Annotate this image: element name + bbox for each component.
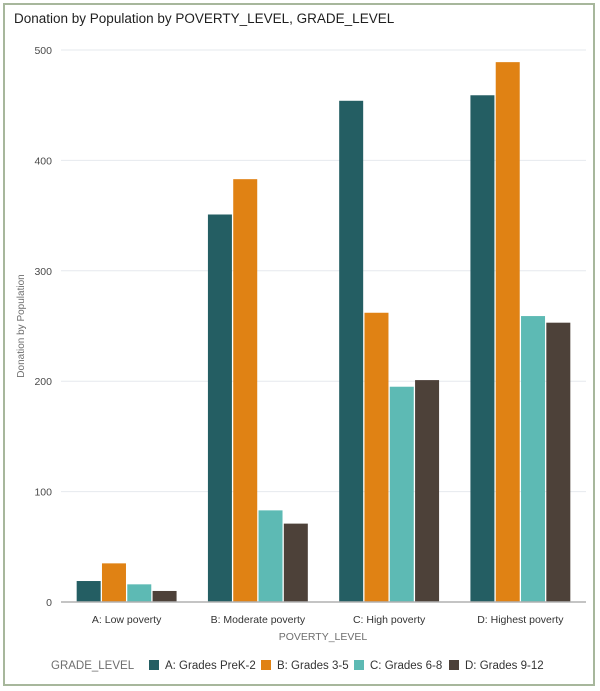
legend-label: B: Grades 3-5 <box>277 660 349 672</box>
bar[interactable] <box>389 386 414 602</box>
legend-item-3-5[interactable]: B: Grades 3-5 <box>261 660 349 672</box>
y-tick-label: 0 <box>46 597 52 609</box>
legend-item-prek-2[interactable]: A: Grades PreK-2 <box>149 660 256 672</box>
bar[interactable] <box>207 214 232 602</box>
legend-item-6-8[interactable]: C: Grades 6-8 <box>354 660 442 672</box>
bar[interactable] <box>546 322 571 602</box>
bar[interactable] <box>233 179 258 602</box>
y-tick-label: 100 <box>34 487 52 499</box>
bar[interactable] <box>152 590 177 602</box>
bars <box>76 62 571 603</box>
bar[interactable] <box>521 316 546 602</box>
legend-label: A: Grades PreK-2 <box>165 660 256 672</box>
legend: GRADE_LEVEL A: Grades PreK-2 B: Grades 3… <box>0 660 600 678</box>
legend-swatch <box>449 660 459 670</box>
bar[interactable] <box>415 380 440 602</box>
legend-swatch <box>149 660 159 670</box>
x-axis-label: POVERTY_LEVEL <box>279 631 368 643</box>
legend-title: GRADE_LEVEL <box>51 660 135 672</box>
legend-swatch <box>261 660 271 670</box>
legend-label: D: Grades 9-12 <box>465 660 544 672</box>
y-tick-label: 200 <box>34 376 52 388</box>
x-tick-label: A: Low poverty <box>92 614 162 626</box>
bar[interactable] <box>364 312 389 602</box>
y-axis-ticks: 0 100 200 300 400 500 <box>34 45 52 609</box>
legend-item-9-12[interactable]: D: Grades 9-12 <box>449 660 544 672</box>
y-axis-label: Donation by Population <box>16 274 27 377</box>
x-tick-label: C: High poverty <box>353 614 426 626</box>
legend-swatch <box>354 660 364 670</box>
legend-label: C: Grades 6-8 <box>370 660 443 672</box>
bar[interactable] <box>101 563 126 602</box>
bar[interactable] <box>339 100 364 602</box>
bar[interactable] <box>283 523 308 602</box>
bar[interactable] <box>76 581 101 602</box>
bar[interactable] <box>495 62 520 603</box>
x-tick-label: B: Moderate poverty <box>211 614 306 626</box>
bar[interactable] <box>470 95 495 602</box>
x-tick-label: D: Highest poverty <box>477 614 564 626</box>
chart-title: Donation by Population by POVERTY_LEVEL,… <box>14 11 395 26</box>
bar[interactable] <box>258 510 283 602</box>
bar[interactable] <box>127 584 152 602</box>
x-axis-ticks: A: Low poverty B: Moderate poverty C: High… <box>92 614 564 626</box>
y-tick-label: 400 <box>34 155 52 167</box>
y-tick-label: 500 <box>34 45 52 57</box>
y-tick-label: 300 <box>34 266 52 278</box>
